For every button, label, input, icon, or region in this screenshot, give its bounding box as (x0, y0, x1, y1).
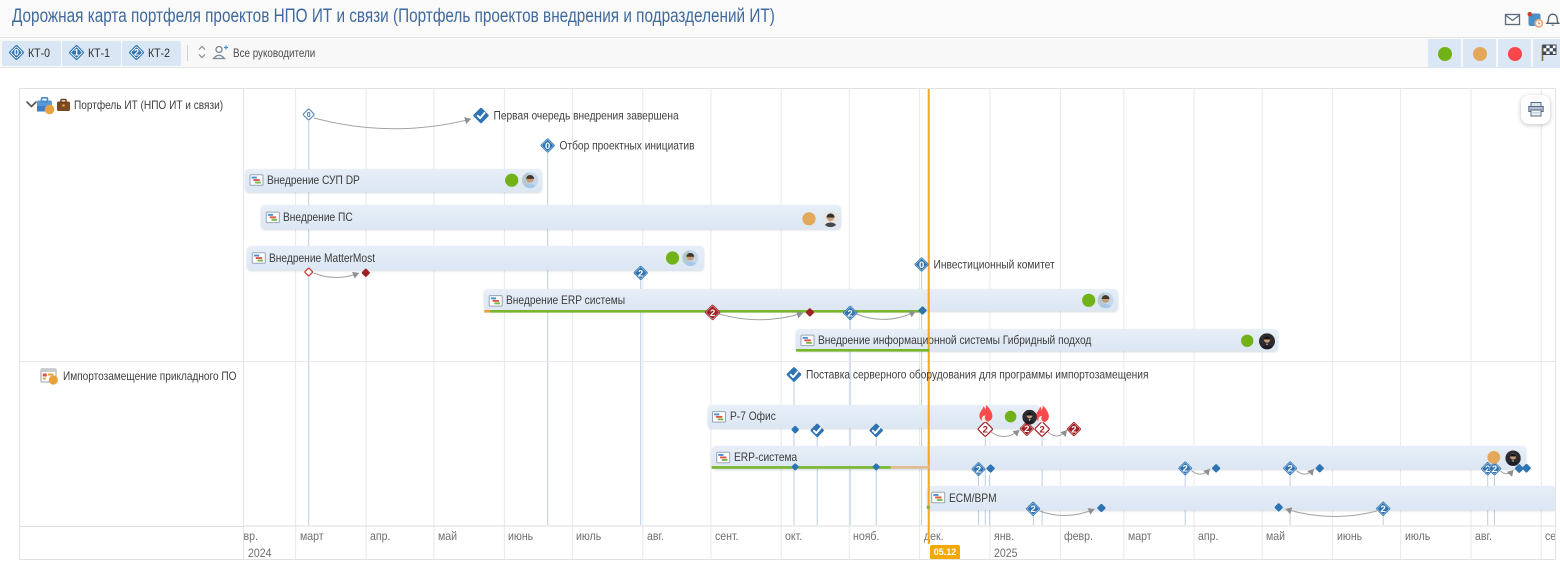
svg-text:1: 1 (74, 48, 79, 58)
svg-text:2: 2 (983, 425, 988, 436)
svg-text:0: 0 (307, 112, 311, 119)
svg-text:2: 2 (134, 48, 139, 58)
svg-text:2: 2 (1039, 425, 1044, 436)
svg-text:2: 2 (638, 268, 643, 279)
svg-text:2: 2 (1030, 504, 1035, 515)
svg-text:2: 2 (1024, 424, 1029, 435)
svg-text:2: 2 (848, 308, 853, 319)
svg-text:2: 2 (1485, 464, 1490, 475)
svg-text:0: 0 (545, 141, 550, 152)
svg-text:Поставка серверного оборудован: Поставка серверного оборудования для про… (806, 369, 1148, 382)
svg-text:2: 2 (1492, 464, 1497, 475)
svg-text:Первая очередь внедрения завер: Первая очередь внедрения завершена (494, 110, 680, 123)
svg-text:2: 2 (1183, 464, 1188, 475)
svg-text:0: 0 (14, 48, 19, 58)
svg-text:0: 0 (919, 260, 924, 271)
svg-text:Отбор проектных инициатив: Отбор проектных инициатив (560, 140, 695, 153)
svg-text:2: 2 (1071, 425, 1076, 436)
svg-text:2: 2 (1287, 464, 1292, 475)
svg-text:2: 2 (710, 308, 715, 319)
svg-text:Инвестиционный комитет: Инвестиционный комитет (934, 259, 1055, 272)
svg-text:2: 2 (976, 465, 981, 476)
svg-text:2: 2 (1381, 504, 1386, 515)
